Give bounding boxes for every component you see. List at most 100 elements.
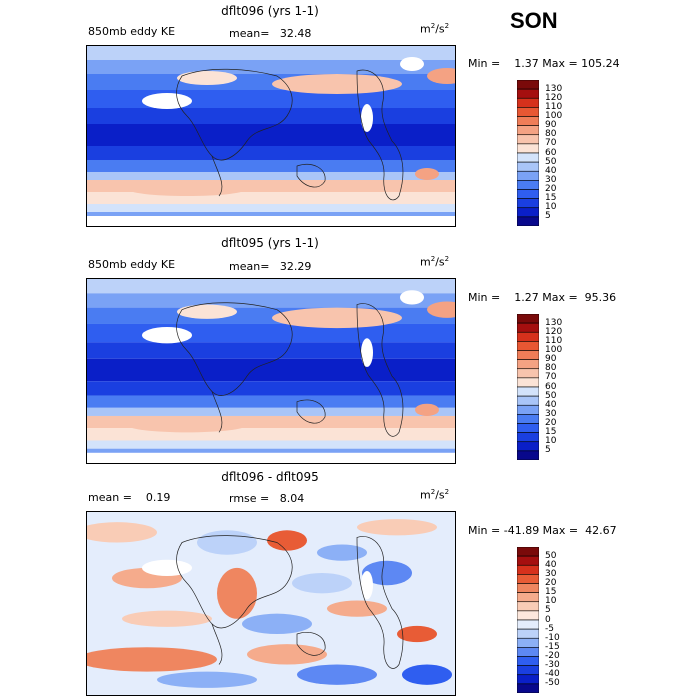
colorbar-swatch [516, 564, 540, 575]
map-contour-band [87, 160, 455, 172]
panel-3-mean: mean = 0.19 [88, 491, 171, 504]
colorbar-swatch [516, 152, 540, 163]
map-contour-band [87, 440, 455, 449]
colorbar-swatch [516, 143, 540, 154]
colorbar-swatch [516, 97, 540, 108]
panel-2-units: m2/s2 [420, 255, 450, 269]
map-contour-blob [267, 530, 307, 551]
panel-1-map [86, 45, 456, 227]
colorbar-swatch [516, 368, 540, 379]
colorbar-swatch [516, 404, 540, 415]
map-land-mask [400, 57, 424, 71]
map-contour-blob [415, 168, 439, 180]
colorbar-tick-label: -5 [545, 623, 554, 634]
panel-1-minmax: Min = 1.37 Max = 105.24 [468, 57, 620, 70]
colorbar-swatch [516, 583, 540, 593]
colorbar-tick-label: -30 [545, 660, 560, 671]
colorbar-swatch [516, 341, 540, 351]
colorbar-tick-label: 20 [545, 578, 557, 588]
panel-3-minmax: Min = -41.89 Max = 42.67 [468, 524, 617, 537]
colorbar-swatch [516, 574, 540, 584]
map-contour-band [87, 204, 455, 212]
colorbar-tick-label: 10 [545, 596, 557, 607]
colorbar-tick-label: 60 [545, 381, 557, 392]
panel-2-map [86, 278, 456, 464]
colorbar-tick-label: 30 [545, 408, 557, 419]
colorbar-tick-label: 100 [545, 111, 563, 121]
colorbar-swatch [516, 647, 540, 657]
map-land-mask [142, 559, 192, 577]
colorbar-swatch [516, 313, 540, 324]
map-contour-blob [122, 610, 212, 627]
map-contour-blob [177, 304, 237, 319]
colorbar-tick-label: -15 [545, 641, 560, 652]
colorbar-swatch [516, 683, 540, 694]
map-contour-blob [427, 68, 455, 84]
map-contour-blob [242, 613, 312, 634]
map-contour-blob [87, 647, 217, 672]
colorbar-tick-label: -20 [545, 651, 560, 661]
colorbar-tick-label: 40 [545, 399, 557, 410]
map-contour-blob [157, 671, 257, 688]
panel-2-colorbar [516, 313, 540, 461]
map-contour-blob [197, 530, 257, 555]
map-coastline [296, 399, 326, 424]
map-coastline [211, 623, 223, 665]
colorbar-swatch [516, 423, 540, 433]
map-contour-blob [362, 560, 412, 586]
panel-1-field-label: 850mb eddy KE [88, 25, 176, 38]
panel-2-title: dflt095 (yrs 1-1) [221, 236, 319, 250]
colorbar-tick-label: 120 [545, 326, 563, 337]
panel-1-units: m2/s2 [420, 22, 450, 36]
colorbar-tick-label: 15 [545, 193, 557, 204]
map-contour-blob [272, 307, 402, 329]
colorbar-tick-label: 10 [545, 202, 557, 213]
colorbar-tick-label: 130 [545, 317, 563, 328]
map-coastline [296, 164, 326, 188]
panel-2-mean: mean= 32.29 [229, 260, 312, 273]
map-contour-band [87, 395, 455, 408]
colorbar-swatch [516, 377, 540, 388]
colorbar-swatch [516, 619, 540, 630]
map-contour-band [87, 381, 455, 396]
colorbar-swatch [516, 198, 540, 209]
colorbar-tick-label: 50 [545, 550, 557, 561]
map-contour-band [87, 407, 455, 416]
map-contour-band [87, 108, 455, 124]
colorbar-tick-label: 60 [545, 147, 557, 158]
colorbar-tick-label: 80 [545, 129, 557, 140]
map-contour-band [87, 323, 455, 343]
colorbar-tick-label: 110 [545, 335, 563, 346]
map-land-mask [142, 93, 192, 109]
colorbar-tick-label: 0 [545, 614, 551, 625]
colorbar-tick-label: 5 [545, 445, 551, 456]
colorbar-tick-label: 80 [545, 363, 557, 374]
colorbar-swatch [516, 450, 540, 461]
colorbar-swatch [516, 79, 540, 90]
panel-2-minmax: Min = 1.27 Max = 95.36 [468, 291, 617, 304]
map-contour-band [87, 46, 455, 60]
colorbar-tick-label: 10 [545, 436, 557, 447]
map-coastline [211, 155, 223, 197]
map-coastline [211, 391, 223, 433]
colorbar-swatch [516, 116, 540, 126]
map-coastline [176, 302, 293, 396]
colorbar-tick-label: 30 [545, 174, 557, 185]
colorbar-swatch [516, 395, 540, 406]
colorbar-swatch [516, 107, 540, 117]
colorbar-swatch [516, 134, 540, 145]
map-contour-band [87, 124, 455, 146]
map-contour-blob [397, 625, 437, 643]
colorbar-swatch [516, 674, 540, 685]
colorbar-swatch [516, 555, 540, 566]
colorbar-swatch [516, 665, 540, 676]
map-contour-blob [402, 664, 452, 685]
panel-1-mean: mean= 32.48 [229, 27, 312, 40]
map-coastline [176, 68, 293, 161]
colorbar-swatch [516, 359, 540, 370]
colorbar-tick-label: 90 [545, 354, 557, 365]
map-contour-blob [427, 301, 455, 318]
map-coastline [296, 632, 326, 656]
colorbar-tick-label: 90 [545, 120, 557, 131]
colorbar-swatch [516, 350, 540, 360]
